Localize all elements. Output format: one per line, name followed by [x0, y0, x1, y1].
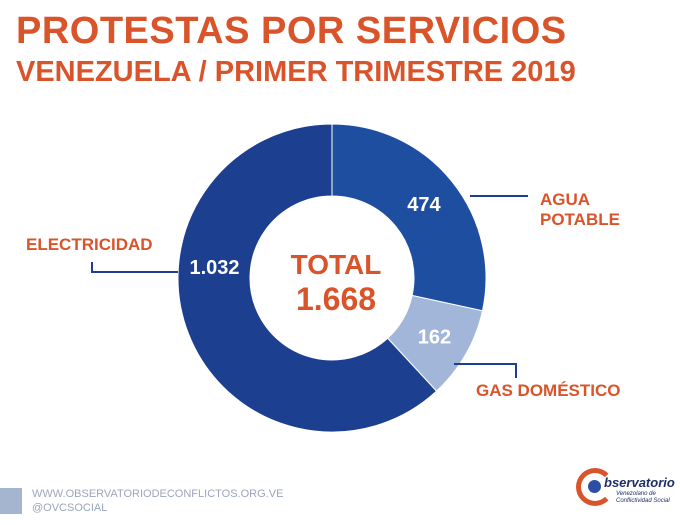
leader-line: [91, 262, 178, 273]
logo-subtitle: Venezolano de Conflictividad Social: [616, 491, 670, 505]
donut-slice: [177, 123, 438, 433]
slice-category-label: ELECTRICIDAD: [26, 235, 153, 254]
logo-g-icon: [576, 468, 614, 506]
center-total-value: 1.668: [296, 281, 376, 317]
logo-subtitle-line: Venezolano de: [616, 491, 656, 497]
donut-slice: [331, 123, 487, 312]
slice-category-label: GAS DOMÉSTICO: [476, 381, 621, 400]
logo-name: bservatorio: [604, 475, 675, 490]
center-total-label: TOTAL: [291, 249, 382, 280]
logo-subtitle-line: Conflictividad Social: [616, 498, 670, 504]
footer-text: WWW.OBSERVATORIODECONFLICTOS.ORG.VE @OVC…: [32, 487, 283, 515]
logo-dot-icon: [588, 480, 601, 493]
leader-line: [454, 363, 517, 378]
slice-value-label: 1.032: [189, 257, 239, 279]
footer-website[interactable]: WWW.OBSERVATORIODECONFLICTOS.ORG.VE: [32, 488, 284, 500]
slice-category-label: AGUA: [540, 190, 590, 209]
chart-title: PROTESTAS POR SERVICIOS: [16, 10, 567, 52]
chart-subtitle: VENEZUELA / PRIMER TRIMESTRE 2019: [16, 56, 576, 88]
slice-value-label: 474: [407, 194, 441, 216]
slice-category-label: POTABLE: [540, 210, 620, 229]
footer-social[interactable]: @OVCSOCIAL: [32, 502, 108, 514]
observatorio-logo: bservatorio Venezolano de Conflictividad…: [576, 468, 676, 512]
footer-square: [0, 488, 22, 514]
slice-value-label: 162: [418, 327, 451, 349]
